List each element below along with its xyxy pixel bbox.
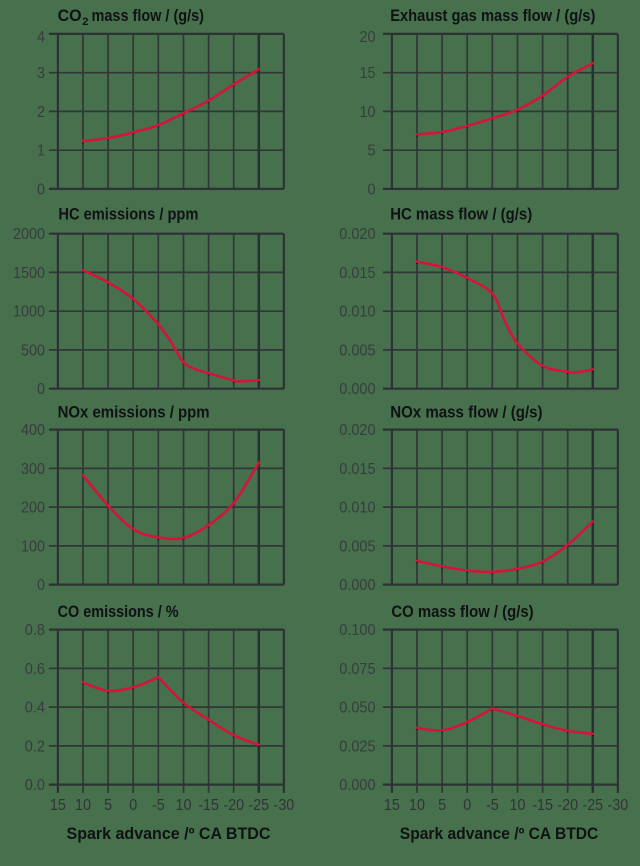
svg-text:0.010: 0.010 bbox=[339, 500, 376, 517]
svg-text:4: 4 bbox=[37, 29, 45, 46]
svg-text:2: 2 bbox=[37, 104, 45, 121]
svg-text:0.005: 0.005 bbox=[339, 538, 375, 555]
svg-text:-25: -25 bbox=[582, 797, 603, 814]
svg-text:200: 200 bbox=[21, 500, 45, 517]
svg-text:0.4: 0.4 bbox=[25, 700, 46, 717]
svg-text:0: 0 bbox=[37, 577, 45, 594]
svg-text:HC emissions / ppm: HC emissions / ppm bbox=[58, 206, 198, 224]
svg-text:NOx emissions / ppm: NOx emissions / ppm bbox=[58, 404, 210, 422]
svg-text:5: 5 bbox=[104, 797, 112, 814]
svg-text:CO emissions / %: CO emissions / % bbox=[58, 603, 179, 621]
svg-text:1000: 1000 bbox=[13, 304, 45, 321]
svg-text:0: 0 bbox=[37, 381, 45, 398]
svg-text:0: 0 bbox=[463, 797, 471, 814]
svg-text:0.010: 0.010 bbox=[339, 304, 376, 321]
svg-text:10: 10 bbox=[75, 797, 91, 814]
svg-text:0: 0 bbox=[368, 181, 376, 198]
svg-text:-15: -15 bbox=[198, 797, 219, 814]
svg-text:5: 5 bbox=[438, 797, 446, 814]
svg-text:1: 1 bbox=[37, 143, 45, 160]
svg-text:-25: -25 bbox=[248, 797, 269, 814]
svg-text:15: 15 bbox=[50, 797, 66, 814]
svg-text:3: 3 bbox=[37, 65, 45, 82]
svg-text:500: 500 bbox=[21, 342, 45, 359]
svg-text:CO: CO bbox=[58, 7, 82, 25]
svg-text:0: 0 bbox=[37, 181, 45, 198]
svg-text:-15: -15 bbox=[532, 797, 553, 814]
svg-text:0.8: 0.8 bbox=[25, 622, 45, 639]
svg-text:0: 0 bbox=[129, 797, 137, 814]
svg-text:0.005: 0.005 bbox=[339, 342, 375, 359]
svg-text:100: 100 bbox=[21, 538, 45, 555]
svg-text:-20: -20 bbox=[223, 797, 244, 814]
svg-text:0.000: 0.000 bbox=[339, 777, 376, 794]
svg-text:2000: 2000 bbox=[13, 226, 45, 243]
svg-text:0.6: 0.6 bbox=[25, 661, 45, 678]
svg-text:0.075: 0.075 bbox=[339, 661, 375, 678]
svg-text:0.020: 0.020 bbox=[339, 226, 376, 243]
svg-text:0.0: 0.0 bbox=[25, 777, 46, 794]
svg-text:10: 10 bbox=[510, 797, 526, 814]
svg-text:5: 5 bbox=[368, 143, 376, 160]
svg-text:10: 10 bbox=[360, 104, 376, 121]
svg-text:0.050: 0.050 bbox=[339, 700, 376, 717]
svg-text:-20: -20 bbox=[557, 797, 578, 814]
svg-text:15: 15 bbox=[360, 65, 376, 82]
svg-text:Spark advance /º CA BTDC: Spark advance /º CA BTDC bbox=[400, 825, 599, 843]
svg-text:0.000: 0.000 bbox=[339, 577, 376, 594]
svg-text:0.2: 0.2 bbox=[25, 738, 45, 755]
svg-text:-5: -5 bbox=[486, 797, 499, 814]
svg-text:0.015: 0.015 bbox=[339, 265, 375, 282]
svg-text:Exhaust gas mass flow / (g/s): Exhaust gas mass flow / (g/s) bbox=[390, 7, 595, 25]
svg-text:HC mass flow / (g/s): HC mass flow / (g/s) bbox=[390, 206, 532, 224]
svg-text:0.015: 0.015 bbox=[339, 461, 375, 478]
svg-text:0.020: 0.020 bbox=[339, 422, 376, 439]
svg-text:15: 15 bbox=[384, 797, 400, 814]
svg-text:10: 10 bbox=[409, 797, 425, 814]
svg-text:400: 400 bbox=[21, 422, 45, 439]
svg-text:0.100: 0.100 bbox=[339, 622, 376, 639]
svg-text:NOx mass flow / (g/s): NOx mass flow / (g/s) bbox=[390, 404, 542, 422]
svg-text:Spark advance /º CA BTDC: Spark advance /º CA BTDC bbox=[67, 825, 271, 843]
svg-text:-5: -5 bbox=[152, 797, 165, 814]
svg-text:-30: -30 bbox=[274, 797, 295, 814]
svg-text:300: 300 bbox=[21, 461, 45, 478]
svg-text:CO mass flow / (g/s): CO mass flow / (g/s) bbox=[391, 603, 533, 621]
svg-text:-30: -30 bbox=[608, 797, 629, 814]
svg-text:20: 20 bbox=[360, 29, 376, 46]
svg-text:0.025: 0.025 bbox=[339, 738, 375, 755]
svg-text:mass flow / (g/s): mass flow / (g/s) bbox=[92, 7, 205, 25]
svg-text:0.000: 0.000 bbox=[339, 381, 376, 398]
svg-text:2: 2 bbox=[82, 16, 88, 28]
svg-text:10: 10 bbox=[176, 797, 192, 814]
svg-text:1500: 1500 bbox=[13, 265, 45, 282]
